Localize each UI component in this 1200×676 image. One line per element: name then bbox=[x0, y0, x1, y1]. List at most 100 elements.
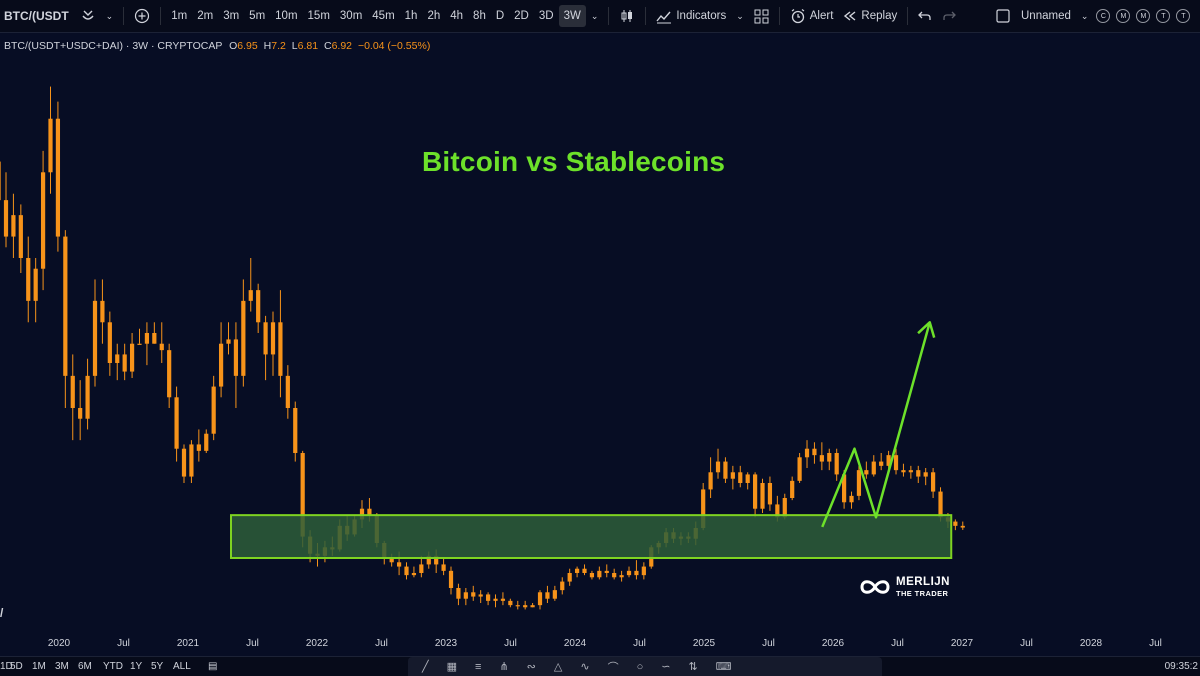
chevron-down-icon[interactable]: ⌄ bbox=[590, 10, 599, 21]
timeframe-2d[interactable]: 2D bbox=[514, 10, 529, 22]
candle[interactable] bbox=[263, 322, 268, 355]
candle[interactable] bbox=[100, 300, 105, 323]
candle[interactable] bbox=[122, 354, 127, 372]
layout-circle-button[interactable]: T bbox=[1176, 9, 1191, 23]
candle[interactable] bbox=[901, 470, 906, 473]
support-zone[interactable] bbox=[230, 514, 953, 560]
candle[interactable] bbox=[804, 448, 810, 458]
add-symbol-icon[interactable] bbox=[129, 0, 155, 32]
timeframe-2h[interactable]: 2h bbox=[427, 10, 441, 22]
candle[interactable] bbox=[441, 564, 446, 571]
timeframe-30m[interactable]: 30m bbox=[339, 10, 363, 22]
candle[interactable] bbox=[819, 455, 824, 462]
candle[interactable] bbox=[827, 453, 832, 462]
candle[interactable] bbox=[26, 258, 31, 301]
candle[interactable] bbox=[893, 455, 899, 471]
text-icon[interactable]: ⌨ bbox=[715, 661, 732, 673]
range-ytd[interactable]: YTD bbox=[103, 661, 123, 672]
indicators-button[interactable]: Indicators bbox=[651, 0, 731, 32]
timeframe-3d[interactable]: 3D bbox=[538, 10, 554, 22]
range-1d[interactable]: 1D bbox=[0, 661, 13, 672]
layout-circle-button[interactable]: T bbox=[1156, 9, 1171, 23]
fib-icon[interactable]: ≡ bbox=[475, 660, 482, 673]
candle[interactable] bbox=[537, 592, 543, 606]
candle[interactable] bbox=[879, 461, 884, 466]
candle[interactable] bbox=[196, 444, 201, 451]
candle[interactable] bbox=[463, 592, 468, 599]
candle[interactable] bbox=[619, 575, 624, 578]
candle[interactable] bbox=[256, 290, 261, 323]
compare-icon[interactable] bbox=[75, 0, 101, 32]
time-axis[interactable]: 2020 Jul 2021 Jul 2022 Jul 2023 Jul 2024 Jul 2025 J… bbox=[0, 633, 1200, 655]
candle[interactable] bbox=[411, 573, 417, 576]
candle[interactable] bbox=[174, 397, 179, 449]
candle[interactable] bbox=[886, 455, 891, 466]
layout-circle-button[interactable]: C bbox=[1096, 9, 1111, 23]
candle[interactable] bbox=[953, 521, 958, 526]
candle[interactable] bbox=[790, 480, 795, 498]
candle[interactable] bbox=[211, 386, 216, 434]
layout-circle-button[interactable]: M bbox=[1116, 9, 1131, 23]
candle[interactable] bbox=[745, 474, 750, 483]
candle[interactable] bbox=[137, 343, 142, 345]
range-1y[interactable]: 1Y bbox=[130, 661, 143, 672]
candle[interactable] bbox=[760, 483, 765, 509]
candle[interactable] bbox=[931, 472, 936, 492]
alert-button[interactable]: Alert bbox=[785, 0, 839, 32]
candle[interactable] bbox=[589, 573, 595, 578]
candle[interactable] bbox=[285, 375, 290, 408]
curve-icon[interactable]: ∽ bbox=[661, 661, 671, 673]
candle[interactable] bbox=[389, 558, 394, 563]
candle[interactable] bbox=[641, 566, 646, 576]
path-icon[interactable]: ∾ bbox=[526, 661, 536, 673]
candle[interactable] bbox=[359, 508, 365, 520]
candle[interactable] bbox=[241, 300, 246, 376]
timeframe-4h[interactable]: 4h bbox=[450, 10, 464, 22]
candle[interactable] bbox=[434, 555, 439, 565]
candle[interactable] bbox=[545, 592, 550, 599]
timeframe-8h[interactable]: 8h bbox=[473, 10, 486, 22]
circle-icon[interactable]: ○ bbox=[636, 660, 644, 673]
candle[interactable] bbox=[530, 605, 535, 608]
candle[interactable] bbox=[404, 566, 409, 576]
candle[interactable] bbox=[523, 605, 528, 608]
candle[interactable] bbox=[0, 161, 1, 201]
candle[interactable] bbox=[708, 472, 713, 490]
shape-icon[interactable]: △ bbox=[553, 661, 563, 673]
candle[interactable] bbox=[552, 590, 557, 599]
candle[interactable] bbox=[938, 491, 943, 518]
range-1m[interactable]: 1M bbox=[32, 661, 46, 672]
candle[interactable] bbox=[233, 339, 239, 376]
timeframe-2m[interactable]: 2m bbox=[197, 10, 214, 22]
candle[interactable] bbox=[597, 570, 602, 578]
timeframe-3m[interactable]: 3m bbox=[223, 10, 240, 22]
chevron-down-icon[interactable]: ⌄ bbox=[1080, 10, 1089, 21]
candle[interactable] bbox=[189, 444, 194, 477]
redo-icon[interactable] bbox=[937, 0, 961, 32]
candle[interactable] bbox=[612, 573, 617, 578]
candle[interactable] bbox=[115, 354, 120, 363]
candle[interactable] bbox=[775, 504, 780, 518]
candle[interactable] bbox=[908, 470, 913, 473]
range-all[interactable]: ALL bbox=[173, 661, 191, 672]
candle[interactable] bbox=[129, 343, 135, 372]
candle[interactable] bbox=[960, 525, 965, 528]
projection-path[interactable] bbox=[821, 321, 931, 528]
candle[interactable] bbox=[812, 448, 817, 456]
candle[interactable] bbox=[515, 605, 520, 607]
candle[interactable] bbox=[767, 483, 773, 505]
candle[interactable] bbox=[204, 433, 209, 451]
candle[interactable] bbox=[834, 453, 839, 475]
candle[interactable] bbox=[293, 408, 298, 453]
candle[interactable] bbox=[634, 570, 639, 576]
pitchfork-icon[interactable]: ⋔ bbox=[499, 661, 509, 673]
candle[interactable] bbox=[278, 322, 283, 376]
candle[interactable] bbox=[849, 495, 854, 503]
range-5d[interactable]: 5D bbox=[10, 661, 23, 672]
candle[interactable] bbox=[226, 339, 231, 344]
candle[interactable] bbox=[85, 375, 90, 419]
candle[interactable] bbox=[152, 333, 157, 344]
candle[interactable] bbox=[871, 461, 876, 475]
candle[interactable] bbox=[560, 581, 565, 591]
candle[interactable] bbox=[723, 461, 728, 479]
